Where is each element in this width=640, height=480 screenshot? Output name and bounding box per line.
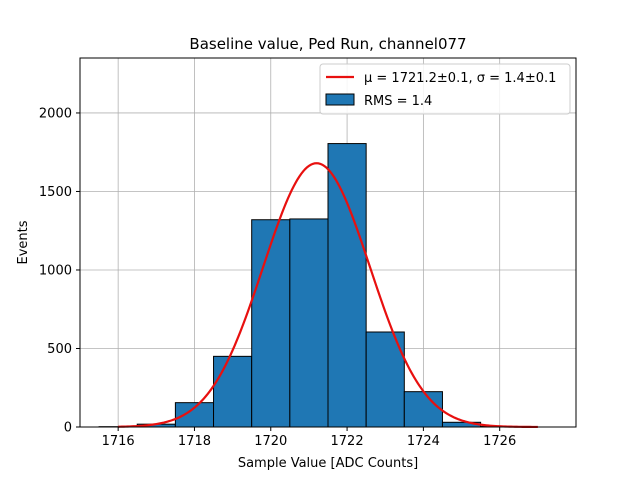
- gaussian-fit-layer: [118, 162, 538, 429]
- x-tick-label-0: 1716: [102, 434, 135, 449]
- x-tick-label-5: 1726: [483, 434, 516, 449]
- x-tick-label-1: 1718: [178, 434, 211, 449]
- y-axis-label: Events: [16, 220, 31, 264]
- legend-rms-swatch: [325, 93, 355, 106]
- histogram-bar-3: [213, 355, 253, 428]
- x-axis-label: Sample Value [ADC Counts]: [238, 456, 418, 471]
- x-tick-label-3: 1722: [331, 434, 364, 449]
- legend-rms-label: RMS = 1.4: [364, 94, 432, 109]
- legend-box: [319, 63, 571, 115]
- histogram-bar-4: [251, 219, 291, 428]
- histogram-bar-7: [365, 331, 405, 428]
- x-tick-label-4: 1724: [407, 434, 440, 449]
- legend-fit-label: μ = 1721.2±0.1, σ = 1.4±0.1: [364, 71, 556, 86]
- y-tick-label-1: 500: [47, 342, 72, 357]
- y-axis-ticks: 0 500 1000 1500 2000: [39, 106, 80, 436]
- plot-frame: [79, 57, 577, 428]
- x-axis-ticks: 1716 1718 1720 1722 1724 1726: [102, 427, 516, 449]
- x-tick-label-2: 1720: [254, 434, 287, 449]
- y-tick-label-3: 1500: [39, 185, 72, 200]
- y-tick-label-4: 2000: [39, 106, 72, 121]
- histogram-bar-5: [289, 218, 329, 428]
- gaussian-fit-curve: [118, 162, 538, 429]
- chart-title: Baseline value, Ped Run, channel077: [189, 35, 466, 53]
- histogram-bar-6: [327, 143, 367, 428]
- y-tick-label-2: 1000: [39, 263, 72, 278]
- y-tick-label-0: 0: [64, 421, 72, 436]
- histogram-bar-8: [403, 391, 443, 428]
- legend: μ = 1721.2±0.1, σ = 1.4±0.1 RMS = 1.4: [319, 63, 571, 115]
